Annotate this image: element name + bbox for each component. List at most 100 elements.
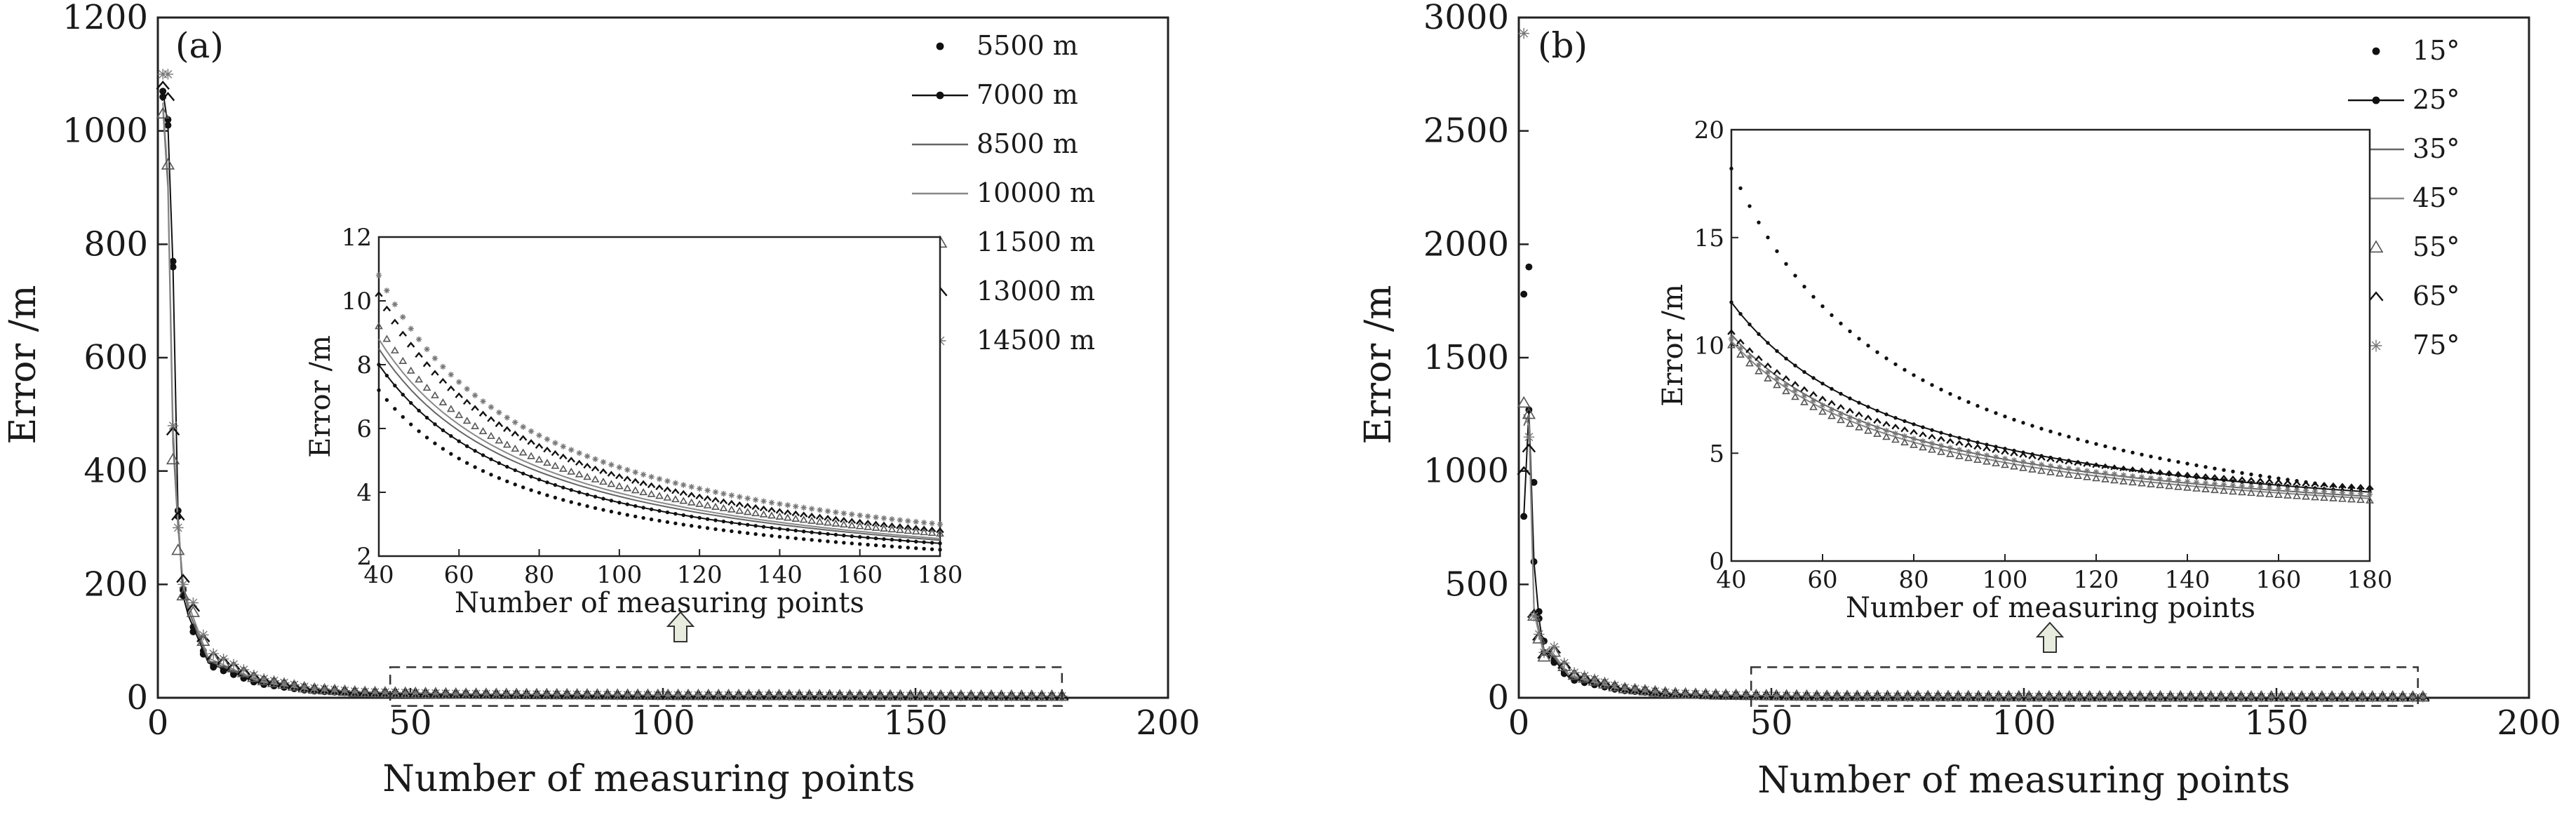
panel-a-inset-curve-4-point: [687, 498, 696, 506]
panel-b-inset-curve-5-point: [1809, 391, 1818, 398]
panel-a-inset-curve-1-point: [601, 497, 605, 501]
panel-a-inset-curve-4-point: [398, 356, 408, 364]
panel-b-series-6-point: [2255, 691, 2267, 703]
panel-b-inset-curve-4-point: [2220, 487, 2228, 494]
panel-a-inset-curve-4-point: [855, 522, 864, 529]
panel-b-inset-curve-0-point: [2021, 421, 2025, 425]
panel-b-inset-curve-0-point: [1994, 411, 1998, 415]
panel-b-series-6-point: [1831, 691, 1843, 702]
panel-a-inset-curve-0-point: [938, 548, 942, 552]
panel-a-series-4-point: [176, 588, 190, 601]
panel-b-inset-curve-6-point: [1947, 445, 1954, 451]
panel-b-series-6-point: [1892, 691, 1903, 702]
panel-a-inset-curve-1-point: [569, 487, 573, 492]
panel-b-inset-curve-0-point: [1830, 313, 1834, 318]
panel-b-series-6-point: [1700, 689, 1712, 700]
panel-b-inset-curve-6-point: [2184, 478, 2191, 485]
panel-b-series-6-point: [2154, 691, 2166, 703]
panel-b-series-4-point: [1547, 645, 1562, 657]
panel-b-inset-curve-4-point: [2247, 489, 2255, 497]
panel-b-series-6-point: [1730, 689, 1742, 701]
panel-a-inset-curve-6-point: [864, 513, 871, 520]
panel-a-inset-curve-5-point: [847, 518, 857, 524]
panel-b-inset-curve-4-point: [2092, 474, 2100, 482]
panel-a-inset-curve-5-point: [631, 478, 640, 484]
panel-b-series-6-point: [2134, 691, 2146, 703]
panel-b-series-6-point: [1771, 690, 1782, 701]
panel-b-series-6-point: [1619, 682, 1630, 694]
panel-b-inset-curve-5-point: [1973, 443, 1982, 450]
panel-b-inset-curve-4-point: [2001, 461, 2009, 468]
panel-a-inset-curve-1-point: [938, 541, 942, 546]
panel-a-inset-curve-1-point: [906, 539, 910, 543]
panel-b-inset-curve-1-point: [1802, 370, 1806, 374]
panel-a-inset-curve-6-point: [664, 478, 671, 485]
panel-a-inset-curve-6-point: [800, 504, 807, 511]
panel-b-legend-label: 45°: [2413, 182, 2460, 213]
panel-b-inset-curve-1-point: [2249, 480, 2253, 485]
panel-a-inset-curve-6-point: [793, 503, 799, 510]
panel-a-y-axis-title: Error /m: [2, 285, 44, 444]
panel-a-inset-curve-1-point: [873, 536, 878, 541]
panel-b-inset-curve-5-point: [1827, 400, 1836, 406]
panel-b-inset-curve-5-point: [1864, 414, 1872, 421]
panel-a-series-6-point: [844, 690, 856, 701]
panel-b-inset-curve-4-point: [2074, 471, 2082, 479]
panel-b-series-6-point: [1629, 683, 1641, 694]
panel-a-series-6-point: [369, 687, 381, 698]
panel-a: (a) Number of measuring points Error /m …: [2, 0, 1200, 800]
panel-a-y-tick-label: 200: [83, 565, 148, 604]
panel-b-inset-curve-5-point: [2293, 480, 2301, 486]
panel-a-inset-curve-5-point: [391, 318, 399, 325]
panel-a-inset-curve-5-point: [375, 291, 383, 297]
panel-b-inset-curve-4-point: [1937, 447, 1945, 455]
panel-a-inset-curve-4-point: [422, 384, 431, 391]
panel-b-inset-curve-6-point: [1856, 418, 1863, 424]
panel-b-series-6-point: [2407, 691, 2419, 703]
panel-b-inset-curve-5-point: [2274, 478, 2283, 485]
panel-b-inset-curve-4-point: [2302, 492, 2310, 500]
panel-b-series-6-point: [1569, 667, 1580, 678]
panel-a-inset-curve-6-point: [496, 409, 502, 416]
panel-b-inset-curve-0-point: [2213, 466, 2217, 471]
panel-b-inset-curve-4-point: [2329, 494, 2337, 501]
panel-a-inset-curve-0-point: [521, 485, 525, 489]
panel-b-inset-curve-6-point: [2275, 485, 2282, 492]
panel-b-inset-curve-5-point: [2238, 476, 2246, 482]
panel-a-legend-label: 5500 m: [977, 30, 1078, 61]
panel-a-inset-curve-6-point: [471, 392, 478, 398]
panel-b-inset-curve-6-point: [2302, 487, 2309, 494]
panel-a-inset-curve-2-line: [378, 348, 941, 541]
panel-a-series-6-point: [864, 690, 876, 701]
panel-a-y-tick-label: 400: [83, 452, 148, 491]
panel-b-inset-curve-5-point: [2128, 466, 2137, 473]
panel-a-inset-curve-1-point: [746, 522, 750, 527]
panel-b-inset-curve-6-point: [2220, 481, 2227, 488]
panel-a-inset-curve-4-point: [695, 499, 704, 507]
panel-b-inset-curve-1-point: [2003, 447, 2007, 451]
panel-a-inset-curve-6-point: [808, 506, 815, 512]
panel-a-inset-curve-1-point: [761, 525, 766, 529]
panel-b-inset-curve-4-point: [2211, 486, 2219, 494]
panel-b-series-6-point: [2175, 691, 2186, 703]
panel-b-inset-curve-5: [1727, 329, 2374, 491]
panel-a-inset-curve-4-point: [415, 375, 424, 383]
panel-b-inset-curve-1-point: [1738, 311, 1743, 316]
panel-a-series-6-point: [804, 690, 815, 701]
panel-b-inset-curve-6-point: [2065, 465, 2072, 472]
panel-a-series-6-point: [279, 677, 290, 689]
panel-a-inset-curve-0-point: [681, 522, 685, 527]
panel-b-inset-curve-6-point: [2093, 468, 2100, 475]
panel-a-inset-curve-4-point: [904, 527, 913, 534]
panel-b-series-6-point: [2316, 691, 2328, 703]
panel-b-series-5-point: [1527, 609, 1541, 619]
panel-b-inset-curve-6-point: [1874, 424, 1881, 431]
panel-a-inset-curve-4-point: [607, 480, 616, 487]
panel-a-inset-curve-5-point: [543, 446, 551, 453]
panel-a-inset-curve-6-point: [760, 498, 767, 504]
panel-a-inset-curve-1-point: [930, 541, 934, 545]
panel-b-inset-curve-6-point: [1828, 407, 1835, 413]
panel-b-series-6-point: [1973, 691, 1984, 702]
panel-a-inset-curve-5-point: [647, 482, 656, 489]
panel-a-inset-curve-0-point: [649, 517, 654, 522]
